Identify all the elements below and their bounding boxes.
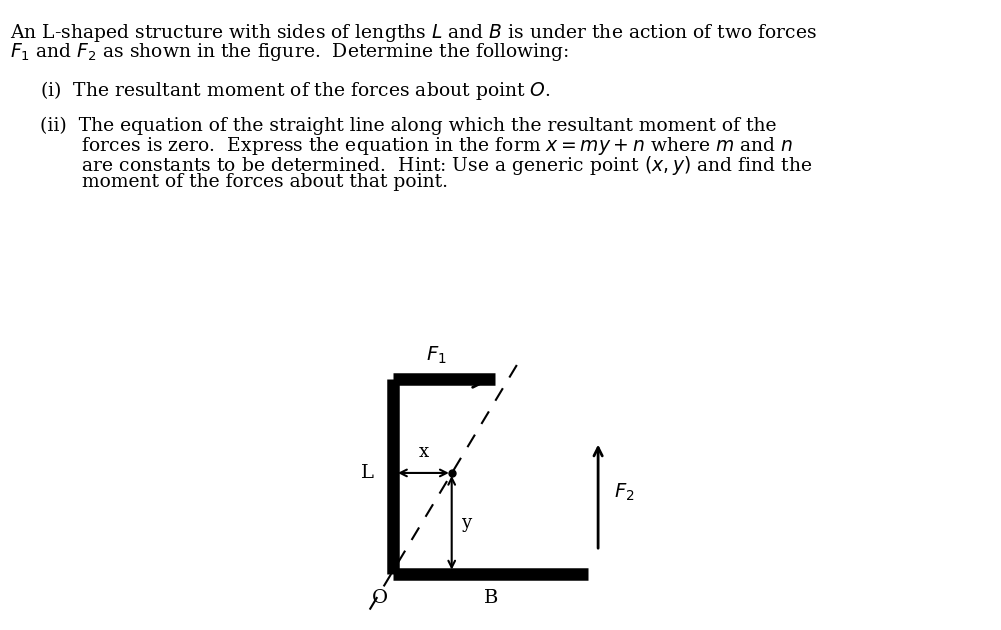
Text: (ii)  The equation of the straight line along which the resultant moment of the: (ii) The equation of the straight line a… <box>40 117 777 135</box>
Text: x: x <box>418 444 428 461</box>
Text: y: y <box>461 513 471 532</box>
Text: forces is zero.  Express the equation in the form $x = my + n$ where $m$ and $n$: forces is zero. Express the equation in … <box>40 135 794 158</box>
Text: L: L <box>361 464 374 482</box>
Text: (i)  The resultant moment of the forces about point $O$.: (i) The resultant moment of the forces a… <box>40 79 551 102</box>
Text: $F_1$: $F_1$ <box>425 344 446 365</box>
Text: $F_1$ and $F_2$ as shown in the figure.  Determine the following:: $F_1$ and $F_2$ as shown in the figure. … <box>10 41 570 63</box>
Text: $F_2$: $F_2$ <box>614 482 635 503</box>
Text: B: B <box>483 589 497 607</box>
Text: O: O <box>371 589 387 607</box>
Text: are constants to be determined.  Hint: Use a generic point $(x, y)$ and find the: are constants to be determined. Hint: Us… <box>40 154 813 178</box>
Text: An L-shaped structure with sides of lengths $L$ and $B$ is under the action of t: An L-shaped structure with sides of leng… <box>10 22 817 44</box>
Text: moment of the forces about that point.: moment of the forces about that point. <box>40 173 448 192</box>
